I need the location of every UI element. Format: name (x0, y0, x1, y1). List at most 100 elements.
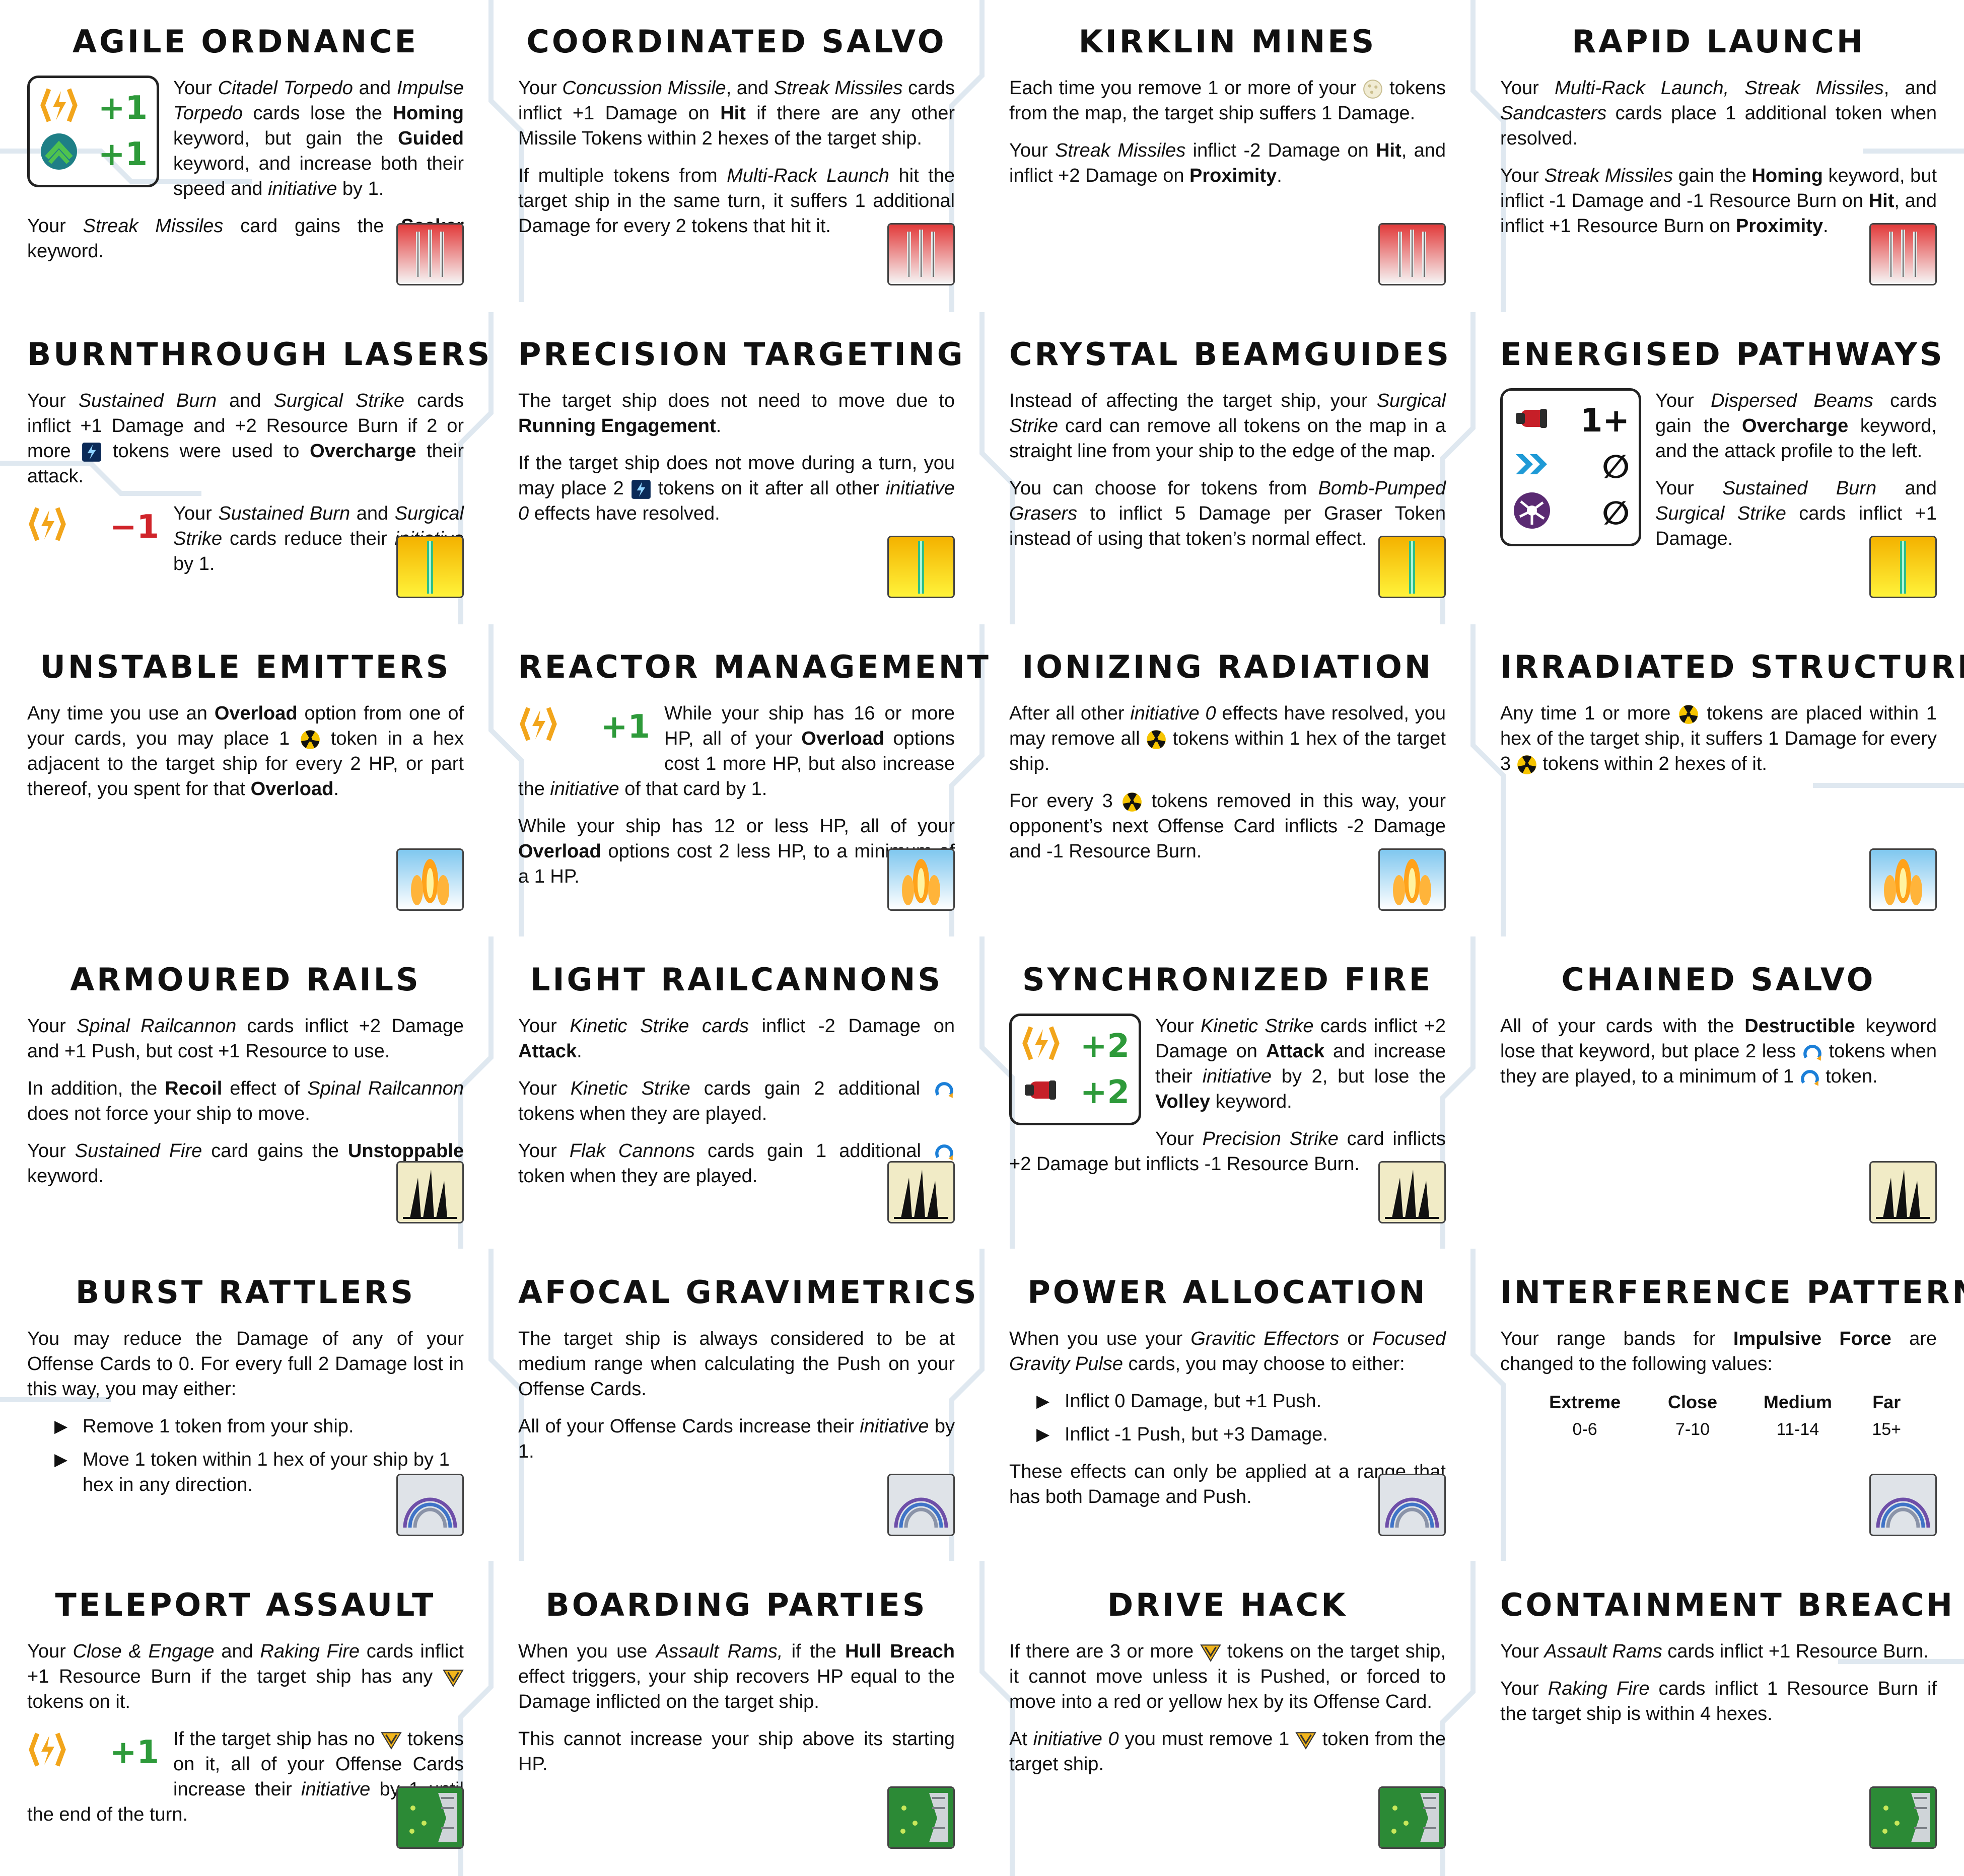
damage-icon (1512, 398, 1552, 445)
card-title: Unstable Emitters (40, 648, 451, 685)
rule-text: If multiple tokens from Multi-Rack Launc… (518, 165, 955, 237)
rule-text: Your Kinetic Strike cards inflict -2 Dam… (518, 1016, 955, 1062)
option-item: Inflict 0 Damage, but +1 Push. (1036, 1389, 1446, 1414)
card-body: Instead of affecting the target ship, yo… (1009, 388, 1446, 551)
card-title: Energised Pathways (1500, 336, 1945, 373)
plasma-blue-weapon-emblem (1378, 848, 1446, 911)
rule-text: Your range bands for Impulsive Force are… (1500, 1328, 1937, 1375)
plasma-blue-weapon-emblem (1869, 848, 1937, 911)
plasma-blue-weapon-emblem (396, 848, 464, 911)
initiative-icon (1021, 1023, 1061, 1070)
rad-token-icon (1147, 730, 1166, 749)
stat-value: +1 (600, 708, 650, 746)
rule-text: Your Raking Fire cards inflict 1 Resourc… (1500, 1678, 1937, 1724)
card-title: Power Allocation (1027, 1274, 1428, 1311)
upgrade-card-interference-pattern: Interference Pattern Your range bands for… (1473, 1251, 1964, 1563)
stat-value: +1 (98, 90, 148, 127)
rule-text: The target ship does not need to move du… (518, 390, 955, 437)
rule-text: Your Close & Engage and Raking Fire card… (27, 1641, 464, 1712)
stat-row: +1 (39, 131, 148, 178)
marine-token-icon (1200, 1644, 1221, 1662)
rail-beige-weapon-emblem (1378, 1161, 1446, 1223)
range-band-header: Medium (1763, 1392, 1832, 1412)
rule-text: Your Sustained Burn and Surgical Strike … (1655, 478, 1937, 549)
rule-text: At initiative 0 you must remove 1 token … (1009, 1728, 1446, 1775)
card-title: Precision Targeting (518, 336, 965, 373)
rule-text: If there are 3 or more tokens on the tar… (1009, 1641, 1446, 1712)
rule-text: When you use Assault Rams, if the Hull B… (518, 1641, 955, 1712)
card-body: +1 +1 Your Citadel Torpedo and Impulse Tor… (27, 76, 464, 264)
stat-value: +2 (1080, 1028, 1130, 1065)
upgrade-card-burst-rattlers: Burst Rattlers You may reduce the Damage … (0, 1251, 491, 1563)
upgrade-card-energised-pathways: Energised Pathways 1+ ∅ ∅ Your Dispersed Bea… (1473, 313, 1964, 625)
stat-value: 1+ (1580, 402, 1630, 440)
upgrade-card-burnthrough-lasers: Burnthrough Lasers Your Sustained Burn an… (0, 313, 491, 625)
rule-text: You may reduce the Damage of any of your… (27, 1328, 464, 1400)
rule-text: For every 3 tokens removed in this way, … (1009, 790, 1446, 862)
stat-modifier-box: +1 +1 (27, 76, 159, 187)
wave-grey-weapon-emblem (1378, 1474, 1446, 1536)
upgrade-card-precision-targeting: Precision Targeting The target ship does … (491, 313, 982, 625)
overcharge-token-icon (82, 443, 102, 462)
mine-token-icon (1363, 80, 1382, 99)
rule-text: All of your cards with the Destructible … (1500, 1016, 1937, 1087)
stat-modifier-box: +2 +2 (1009, 1014, 1141, 1125)
upgrade-card-coordinated-salvo: Coordinated Salvo Your Concussion Missile… (491, 0, 982, 313)
marine-token-icon (1295, 1732, 1316, 1750)
plasma-blue-weapon-emblem (887, 848, 955, 911)
push-icon (1512, 444, 1552, 491)
stat-value: +1 (98, 136, 148, 173)
boarding-green-weapon-emblem (396, 1786, 464, 1849)
stat-modifier-box: +1 (518, 701, 650, 753)
rule-text: Any time 1 or more tokens are placed wit… (1500, 703, 1937, 774)
rule-text: Each time you remove 1 or more of your t… (1009, 78, 1446, 124)
card-body: The target ship does not need to move du… (518, 388, 955, 526)
overcharge-token-icon (631, 480, 651, 499)
upgrade-card-ionizing-radiation: Ionizing Radiation After all other initia… (982, 625, 1473, 938)
card-body: When you use your Gravitic Effectors or … (1009, 1326, 1446, 1509)
rule-text: While your ship has 16 or more HP, all o… (518, 703, 955, 800)
laser-yellow-weapon-emblem (396, 536, 464, 598)
rule-text: Your Flak Cannons cards gain 1 additiona… (518, 1138, 955, 1189)
rule-text: If the target ship does not move during … (518, 453, 955, 524)
range-band-header: Close (1667, 1392, 1717, 1412)
stat-modifier-box: 1+ ∅ ∅ (1500, 388, 1641, 546)
card-title: Ionizing Radiation (1022, 648, 1433, 685)
upgrade-card-teleport-assault: Teleport Assault Your Close & Engage and … (0, 1563, 491, 1876)
missile-red-weapon-emblem (396, 223, 464, 285)
rule-text: These effects can only be applied at a r… (1009, 1461, 1446, 1507)
upgrade-card-synchronized-fire: Synchronized Fire +2 +2 Your Kinetic Strike… (982, 938, 1473, 1251)
range-band-value: 0-6 (1572, 1420, 1597, 1439)
card-body: Your Sustained Burn and Surgical Strike … (27, 388, 464, 576)
stat-row: ∅ (1512, 490, 1630, 537)
speed-chevron-icon (39, 131, 79, 178)
rule-text: If the target ship has no tokens on it, … (27, 1728, 464, 1825)
stat-value: ∅ (1602, 495, 1630, 532)
volley-token-icon (1800, 1070, 1819, 1086)
option-list: Remove 1 token from your ship. Move 1 tok… (54, 1414, 464, 1497)
rule-text: Your Kinetic Strike cards gain 2 additio… (518, 1076, 955, 1126)
card-body: Your range bands for Impulsive Force are… (1500, 1326, 1937, 1443)
card-body: +2 +2 Your Kinetic Strike cards inflict +2… (1009, 1014, 1446, 1177)
card-body: You may reduce the Damage of any of your… (27, 1326, 464, 1497)
option-item: Inflict -1 Push, but +3 Damage. (1036, 1422, 1446, 1447)
range-band-value: 15+ (1872, 1420, 1902, 1439)
card-title: Drive Hack (1107, 1586, 1348, 1623)
upgrade-card-crystal-beamguides: Crystal Beamguides Instead of affecting t… (982, 313, 1473, 625)
volley-token-icon (935, 1144, 953, 1161)
card-body: If there are 3 or more tokens on the tar… (1009, 1639, 1446, 1777)
wave-grey-weapon-emblem (1869, 1474, 1937, 1536)
rule-text: The target ship is always considered to … (518, 1328, 955, 1400)
card-title: Synchronized Fire (1022, 961, 1433, 998)
upgrade-card-light-railcannons: Light Railcannons Your Kinetic Strike car… (491, 938, 982, 1251)
stat-row: +1 (39, 85, 148, 131)
card-title: Chained Salvo (1561, 961, 1876, 998)
rad-token-icon (1679, 705, 1699, 724)
card-title: Coordinated Salvo (526, 23, 947, 60)
rule-text: You can choose for tokens from Bomb-Pump… (1009, 478, 1446, 549)
card-body: Any time 1 or more tokens are placed wit… (1500, 701, 1937, 776)
rule-text: Your Dispersed Beams cards gain the Over… (1655, 390, 1937, 462)
card-body: Your Assault Rams cards inflict +1 Resou… (1500, 1639, 1937, 1726)
rad-token-icon (301, 730, 320, 749)
